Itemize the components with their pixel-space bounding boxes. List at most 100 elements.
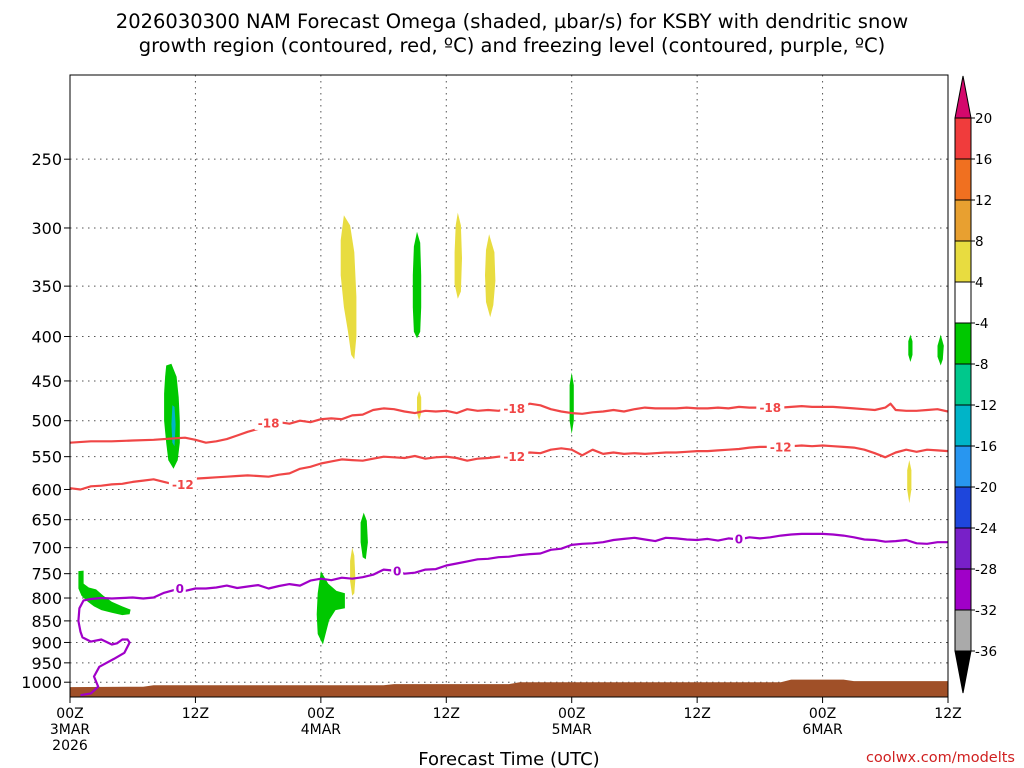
omega-region-8: [569, 372, 574, 434]
colorbar-top-arrow: [954, 75, 972, 119]
omega-region-2: [171, 405, 176, 447]
omega-region-3: [340, 215, 357, 360]
x-tick-label-48-1: 5MAR: [552, 722, 593, 738]
x-tick-label-48-0: 00Z: [558, 706, 585, 722]
contour-label-neg12-0: -12: [172, 478, 194, 492]
omega-region-9: [360, 512, 368, 560]
chart-title-line-1: 2026030300 NAM Forecast Omega (shaded, µ…: [116, 10, 908, 33]
colorbar-swatch-8: [954, 445, 972, 488]
omega-colorbar: 20 16 12 8 4 -4 -8 -12 -16 -20 -24 -28 -32 -36: [954, 75, 997, 694]
contour-label-bg-neg12-2: [766, 439, 795, 454]
y-tick-label-800: 800: [31, 589, 62, 608]
y-tick-label-650: 650: [31, 511, 62, 530]
omega-region-13: [908, 334, 913, 362]
contour-label-neg18-2: -18: [759, 401, 781, 415]
omega-region-10: [350, 547, 356, 596]
omega-region-14: [937, 334, 944, 366]
contour-label-neg18-1: -18: [503, 402, 525, 416]
contour-label-bg-0-1: [391, 564, 404, 579]
contour-label-bg-0-0: [173, 581, 186, 596]
x-tick-label-72-0: 00Z: [809, 706, 836, 722]
colorbar-label-0: 20: [975, 111, 992, 127]
y-tick-label-300: 300: [31, 219, 62, 238]
y-tick-label-900: 900: [31, 633, 62, 652]
grid-lines: [70, 75, 948, 697]
colorbar-swatch-12: [954, 609, 972, 652]
y-tick-label-350: 350: [31, 277, 62, 296]
x-tick-label-24-1: 4MAR: [301, 722, 342, 738]
omega-region-7: [417, 390, 422, 421]
colorbar-label-5: -4: [975, 316, 988, 332]
credit-text: coolwx.com/modelts: [866, 750, 1015, 766]
x-tick-label-60-0: 12Z: [683, 706, 710, 722]
colorbar-label-9: -20: [975, 480, 997, 496]
y-tick-label-600: 600: [31, 480, 62, 499]
colorbar-label-11: -28: [975, 562, 997, 578]
omega-region-5: [454, 212, 462, 299]
plot-area: -18 -18 -18 -12 -12 -12 0 0 0: [69, 74, 949, 698]
omega-region-6: [485, 234, 496, 318]
y-tick-label-400: 400: [31, 328, 62, 347]
contour-label-bg-neg18-1: [500, 401, 529, 416]
colorbar-swatch-10: [954, 527, 972, 570]
y-tick-label-450: 450: [31, 372, 62, 391]
contour-label-0-0: 0: [176, 582, 184, 596]
contour-label-bg-neg12-1: [500, 449, 529, 464]
colorbar-label-6: -8: [975, 357, 988, 373]
colorbar-label-12: -32: [975, 603, 997, 619]
omega-shaded-regions: [78, 212, 944, 645]
colorbar-label-2: 12: [975, 193, 992, 209]
colorbar-swatch-2: [954, 199, 972, 242]
colorbar-swatch-3: [954, 240, 972, 283]
colorbar-bottom-arrow: [954, 650, 972, 694]
colorbar-swatch-5: [954, 322, 972, 365]
contour-label-neg12-1: -12: [503, 450, 525, 464]
x-tick-label-84-0: 12Z: [934, 706, 961, 722]
omega-region-4: [412, 231, 422, 339]
omega-region-11: [316, 571, 345, 645]
omega-region-12: [907, 460, 912, 504]
contour-label-bg-0-2: [732, 531, 745, 546]
contour-0: [77, 532, 948, 697]
y-tick-label-700: 700: [31, 539, 62, 558]
y-tick-label-1000: 1000: [21, 673, 62, 692]
x-axis-label: Forecast Time (UTC): [418, 749, 599, 768]
colorbar-swatch-9: [954, 486, 972, 529]
x-tick-label-36-0: 12Z: [433, 706, 460, 722]
colorbar-label-4: 4: [975, 275, 984, 291]
colorbar-swatch-4: [954, 281, 972, 324]
colorbar-swatch-7: [954, 404, 972, 447]
contour-label-bg-neg12-0: [168, 477, 197, 492]
y-tick-label-250: 250: [31, 150, 62, 169]
colorbar-swatch-1: [954, 158, 972, 201]
contour-label-bg-neg18-0: [254, 415, 283, 430]
colorbar-swatch-11: [954, 568, 972, 611]
colorbar-label-10: -24: [975, 521, 997, 537]
colorbar-label-13: -36: [975, 644, 997, 660]
contour-lines: [70, 402, 948, 697]
y-tick-label-550: 550: [31, 448, 62, 467]
y-tick-label-950: 950: [31, 654, 62, 673]
contour-label-0-1: 0: [393, 565, 401, 579]
contour-labels: -18 -18 -18 -12 -12 -12 0 0 0: [168, 400, 795, 596]
x-tick-label-72-1: 6MAR: [802, 722, 843, 738]
pressure-axis: 250 300 350 400 450 500 550 600 650 700 750 800 850 9…: [21, 150, 70, 692]
x-tick-label-24-0: 00Z: [307, 706, 334, 722]
y-tick-label-750: 750: [31, 565, 62, 584]
x-tick-label-0-2: 2026: [52, 738, 88, 754]
colorbar-label-1: 16: [975, 152, 992, 168]
y-tick-label-850: 850: [31, 612, 62, 631]
colorbar-label-7: -12: [975, 398, 997, 414]
plot-frame: [69, 74, 949, 698]
colorbar-label-3: 8: [975, 234, 984, 250]
colorbar-label-8: -16: [975, 439, 997, 455]
colorbar-swatch-0: [954, 117, 972, 160]
contour-label-neg18-0: -18: [258, 416, 280, 430]
terrain-layer: [70, 679, 948, 697]
contour-label-neg12-2: -12: [770, 440, 792, 454]
y-tick-label-500: 500: [31, 412, 62, 431]
x-tick-label-0-0: 00Z: [56, 706, 83, 722]
colorbar-swatch-6: [954, 363, 972, 406]
